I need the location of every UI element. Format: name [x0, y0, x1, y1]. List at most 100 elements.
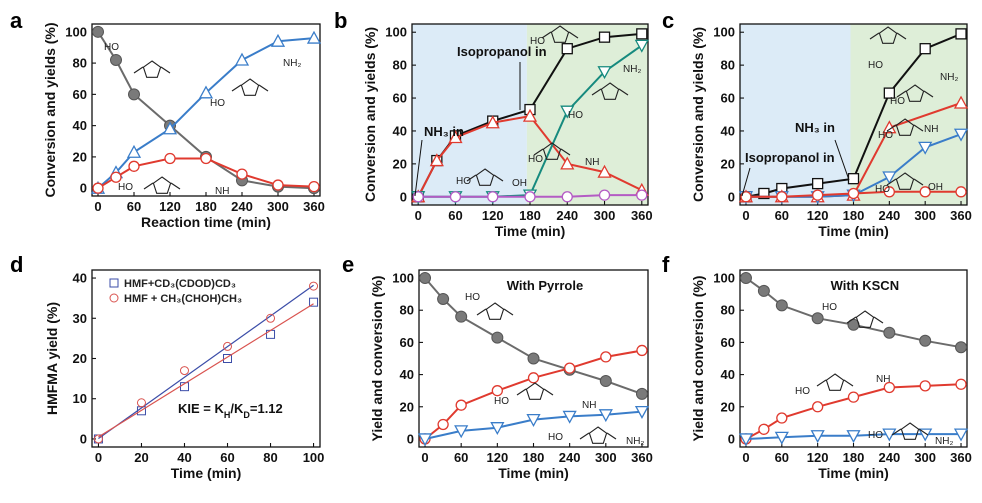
band-0: [412, 24, 527, 205]
y-tick-label: 80: [721, 303, 735, 318]
x-tick-label: 240: [878, 450, 900, 465]
molecule-label: HO: [456, 176, 471, 187]
molecule-label: HO: [528, 154, 543, 165]
y-tick-label: 100: [713, 271, 735, 286]
x-tick-label: 240: [878, 208, 900, 223]
data-point: [527, 352, 540, 365]
data-point: [92, 182, 104, 194]
data-point: [847, 187, 860, 200]
molecule-label: NH₂: [935, 436, 953, 447]
molecule-imine-bond: [560, 148, 571, 156]
panel-label: b: [334, 8, 347, 33]
x-tick-label: 0: [421, 450, 428, 465]
data-point: [560, 105, 575, 119]
data-point: [93, 434, 103, 444]
x-tick-label: 120: [486, 450, 508, 465]
data-point: [757, 284, 770, 297]
data-point: [429, 153, 444, 167]
x-tick-label: 180: [195, 199, 217, 214]
kie-part: H: [224, 410, 231, 420]
y-tick-label: 80: [721, 58, 735, 73]
data-point: [417, 433, 433, 447]
y-tick-label: 60: [400, 335, 414, 350]
molecule-imine: [525, 382, 545, 400]
x-tick-label: 100: [303, 450, 325, 465]
molecule-label: NH₂: [623, 64, 641, 75]
data-point: [412, 191, 424, 203]
y-tick-label: 40: [73, 118, 87, 133]
molecule-imine-bond: [816, 379, 827, 387]
data-point: [162, 121, 178, 135]
y-tick-label: 10: [73, 391, 87, 406]
series-1: [90, 30, 322, 194]
data-point: [136, 398, 146, 408]
panel-a: 0 60 120 180 240 300 360 0 20 40 60 80 100 Reaction t…: [10, 8, 325, 230]
data-point: [223, 354, 233, 363]
x-tick-label: 180: [843, 208, 865, 223]
molecule-imine-bond: [170, 182, 181, 190]
molecule-amine-bond: [923, 90, 934, 98]
x-tick-label: 360: [631, 450, 653, 465]
legend-marker: [109, 293, 119, 303]
data-point: [270, 33, 286, 47]
y-tick-label: 0: [400, 189, 407, 204]
molecule-label: OH: [512, 178, 527, 189]
molecule-hmf-bond: [503, 308, 514, 316]
data-point: [164, 152, 176, 165]
data-point: [883, 87, 895, 99]
x-tick-label: 360: [950, 450, 972, 465]
data-point: [198, 85, 214, 99]
y-tick-label: 100: [65, 24, 87, 39]
data-point: [491, 385, 503, 397]
data-point: [200, 152, 212, 165]
x-tick-label: 180: [523, 450, 545, 465]
y-tick-label: 0: [407, 431, 414, 446]
molecule-hmf-bond: [160, 66, 171, 74]
data-point: [776, 412, 788, 424]
molecule-amine-bond: [231, 84, 242, 92]
data-point: [491, 331, 504, 344]
band-1: [850, 24, 967, 205]
molecule-label: HO: [465, 292, 480, 303]
molecule-label: NH: [582, 400, 596, 411]
data-point: [487, 191, 499, 203]
molecule-label: HO: [868, 430, 883, 441]
fit-line: [98, 303, 314, 438]
series-line: [97, 37, 315, 189]
molecule-label: NH: [876, 374, 890, 385]
molecule-aldehyde-bond: [568, 31, 579, 39]
data-point: [309, 297, 319, 307]
data-point: [485, 115, 500, 129]
x-tick-label: 60: [127, 199, 141, 214]
molecule-aldehyde-bond: [869, 32, 880, 40]
data-point: [223, 341, 233, 351]
x-axis-label: Time (min): [818, 465, 889, 481]
data-point: [560, 156, 575, 170]
molecule-imine-bond: [543, 388, 554, 396]
data-point: [454, 425, 469, 439]
x-tick-label: 0: [94, 199, 101, 214]
y-tick-label: 40: [400, 367, 414, 382]
data-point: [919, 186, 931, 198]
y-tick-label: 0: [80, 431, 87, 446]
series-0: [419, 272, 648, 400]
data-point: [309, 281, 319, 291]
molecule-label: NH₂: [283, 58, 301, 69]
data-point: [955, 378, 967, 390]
data-point: [953, 128, 969, 142]
data-point: [636, 344, 648, 357]
x-tick-label: 0: [742, 450, 749, 465]
molecule-label: HO: [104, 42, 119, 53]
molecule-hmf: [485, 302, 505, 320]
x-tick-label: 40: [177, 450, 191, 465]
x-tick-label: 240: [231, 199, 253, 214]
series-3: [740, 186, 967, 203]
data-point: [236, 168, 248, 180]
series-2: [92, 152, 320, 194]
x-tick-label: 180: [519, 208, 541, 223]
data-point: [179, 366, 189, 376]
molecule-hmf-bond: [476, 308, 487, 316]
x-tick-label: 80: [263, 450, 277, 465]
x-tick-label: 300: [914, 208, 936, 223]
x-tick-label: 360: [950, 208, 972, 223]
